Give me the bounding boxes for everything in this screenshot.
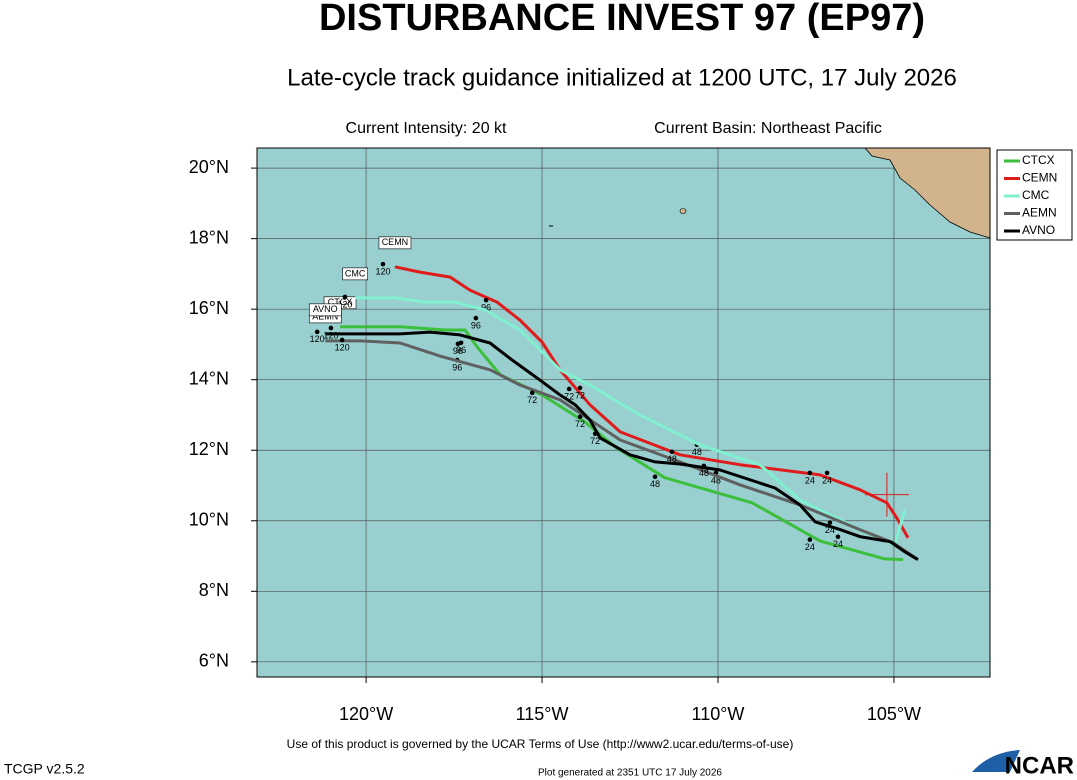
model-tag-box: [378, 236, 412, 250]
plot-area: 24487296120CTCX24487296120CEMN2448729612…: [257, 148, 990, 677]
y-tick-label: 12°N: [189, 439, 229, 459]
track: [355, 296, 907, 547]
forecast-point: [342, 294, 348, 300]
x-tick-label: 120°W: [339, 704, 393, 724]
island: [679, 208, 687, 214]
forecast-hour-label: 24: [822, 475, 832, 485]
chart-subtitle: Late-cycle track guidance initialized at…: [287, 64, 957, 91]
forecast-hour-label: 96: [453, 346, 463, 356]
model-tag: AVNO: [313, 304, 338, 314]
model-tag: AEMN: [312, 311, 338, 321]
generated: Plot generated at 2351 UTC 17 July 2026: [538, 768, 722, 779]
model-tag: CEMN: [382, 237, 409, 247]
forecast-hour-label: 120: [323, 330, 338, 340]
legend-label: AEMN: [1022, 206, 1057, 220]
y-tick-label: 8°N: [199, 580, 229, 600]
y-tick-label: 20°N: [189, 157, 229, 177]
forecast-point: [807, 470, 813, 476]
forecast-hour-label: 72: [527, 395, 537, 405]
forecast-hour-label: 24: [825, 525, 835, 535]
model-tag-box: [342, 267, 368, 281]
forecast-point: [669, 449, 675, 455]
forecast-point: [339, 337, 345, 343]
forecast-point: [529, 390, 535, 396]
x-tick-label: 115°W: [516, 704, 569, 724]
forecast-point: [652, 474, 658, 480]
model-tag: CMC: [345, 268, 366, 278]
forecast-hour-label: 96: [452, 362, 462, 372]
forecast-hour-label: 96: [456, 345, 466, 355]
forecast-point: [473, 315, 479, 321]
forecast-hour-label: 48: [692, 447, 702, 457]
legend-label: CEMN: [1022, 171, 1057, 185]
logo: NCAR: [1005, 752, 1074, 779]
y-tick-label: 6°N: [199, 651, 229, 671]
forecast-hour-label: 48: [711, 475, 721, 485]
forecast-hour-label: 96: [481, 302, 491, 312]
version: TCGP v2.5.2: [4, 761, 85, 777]
forecast-hour-label: 24: [805, 542, 815, 552]
forecast-point: [577, 414, 583, 420]
x-tick-label: 105°W: [867, 704, 921, 724]
y-tick-label: 14°N: [189, 368, 229, 388]
info-basin: Current Basin: Northeast Pacific: [654, 120, 882, 137]
forecast-hour-label: 120: [375, 267, 390, 277]
legend-label: CMC: [1022, 188, 1050, 202]
model-tag: CTCX: [328, 297, 353, 307]
forecast-point: [380, 261, 386, 267]
legend-label: CTCX: [1022, 153, 1055, 167]
forecast-hour-label: 72: [590, 436, 600, 446]
forecast-hour-label: 120: [310, 334, 325, 344]
y-tick-label: 16°N: [189, 298, 229, 318]
forecast-point: [577, 385, 583, 391]
forecast-hour-label: 48: [699, 468, 709, 478]
forecast-point: [458, 340, 464, 346]
ocean: [257, 148, 990, 677]
forecast-hour-label: 48: [650, 479, 660, 489]
forecast-point: [566, 386, 572, 392]
forecast-hour-label: 48: [667, 454, 677, 464]
forecast-point: [807, 537, 813, 542]
legend-label: AVNO: [1022, 223, 1055, 237]
forecast-hour-label: 120: [337, 299, 352, 309]
forecast-hour-label: 96: [471, 320, 481, 330]
forecast-point: [835, 534, 841, 540]
forecast-hour-label: 72: [575, 419, 585, 429]
track: [394, 265, 910, 539]
forecast-point: [824, 470, 830, 476]
forecast-point: [314, 329, 320, 335]
footer: Use of this product is governed by the U…: [287, 737, 794, 751]
x-tick-label: 110°W: [692, 704, 745, 724]
y-tick-label: 18°N: [189, 227, 229, 247]
track: [325, 330, 919, 561]
forecast-hour-label: 24: [833, 539, 843, 549]
forecast-point: [328, 325, 334, 331]
forecast-hour-label: 120: [335, 342, 350, 352]
forecast-point: [827, 520, 833, 525]
forecast-hour-label: 72: [564, 391, 574, 401]
chart-title: DISTURBANCE INVEST 97 (EP97): [319, 0, 925, 39]
forecast-hour-label: 24: [805, 475, 815, 485]
y-tick-label: 10°N: [189, 510, 229, 530]
logo-mark: [972, 750, 1020, 772]
forecast-hour-label: 72: [575, 390, 585, 400]
plot-frame: [256, 147, 991, 678]
track: [340, 325, 904, 562]
forecast-point: [483, 297, 489, 303]
info-intensity: Current Intensity: 20 kt: [346, 120, 508, 137]
model-tag-box: [308, 303, 342, 317]
